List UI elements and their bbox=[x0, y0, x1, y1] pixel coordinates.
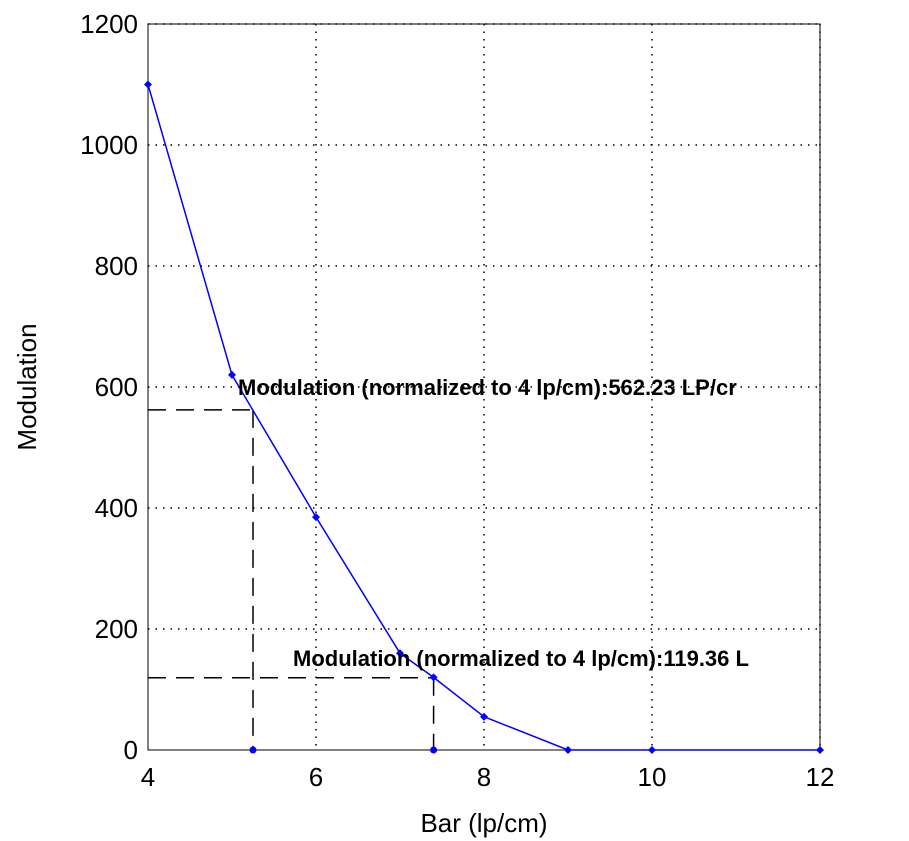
plot-frame bbox=[147, 23, 821, 751]
reference-lines bbox=[148, 409, 438, 754]
x-tick-label: 12 bbox=[806, 762, 835, 792]
y-tick-label: 600 bbox=[95, 372, 138, 402]
x-tick-label: 10 bbox=[638, 762, 667, 792]
data-point bbox=[396, 649, 404, 658]
x-tick-labels: 4 6 8 10 12 bbox=[141, 762, 835, 792]
x-tick-label: 6 bbox=[309, 762, 323, 792]
data-point bbox=[429, 673, 438, 682]
y-axis-title: Modulation bbox=[12, 323, 42, 450]
x-tick-label: 8 bbox=[477, 762, 491, 792]
y-tick-label: 800 bbox=[95, 251, 138, 281]
data-point bbox=[144, 80, 152, 89]
reference-annotation: Modulation (normalized to 4 lp/cm):119.3… bbox=[293, 646, 749, 671]
y-tick-label: 1200 bbox=[80, 9, 138, 39]
x-tick-label: 4 bbox=[141, 762, 155, 792]
data-point bbox=[816, 746, 824, 754]
data-point bbox=[480, 712, 488, 721]
data-point bbox=[312, 513, 320, 522]
data-point bbox=[564, 746, 572, 754]
y-tick-label: 200 bbox=[95, 614, 138, 644]
y-tick-labels: 0 200 400 600 800 1000 1200 bbox=[80, 9, 138, 765]
reference-axis-point bbox=[249, 746, 257, 754]
reference-axis-point bbox=[430, 746, 438, 754]
reference-annotation: Modulation (normalized to 4 lp/cm):562.2… bbox=[238, 375, 737, 400]
data-point bbox=[228, 370, 236, 379]
y-tick-label: 400 bbox=[95, 493, 138, 523]
data-series bbox=[144, 80, 824, 754]
data-point bbox=[648, 746, 656, 754]
x-axis-title: Bar (lp/cm) bbox=[420, 808, 547, 838]
y-tick-label: 1000 bbox=[80, 130, 138, 160]
y-tick-label: 0 bbox=[124, 735, 138, 765]
annotations: Modulation (normalized to 4 lp/cm):562.2… bbox=[238, 375, 749, 671]
axes bbox=[147, 23, 821, 751]
